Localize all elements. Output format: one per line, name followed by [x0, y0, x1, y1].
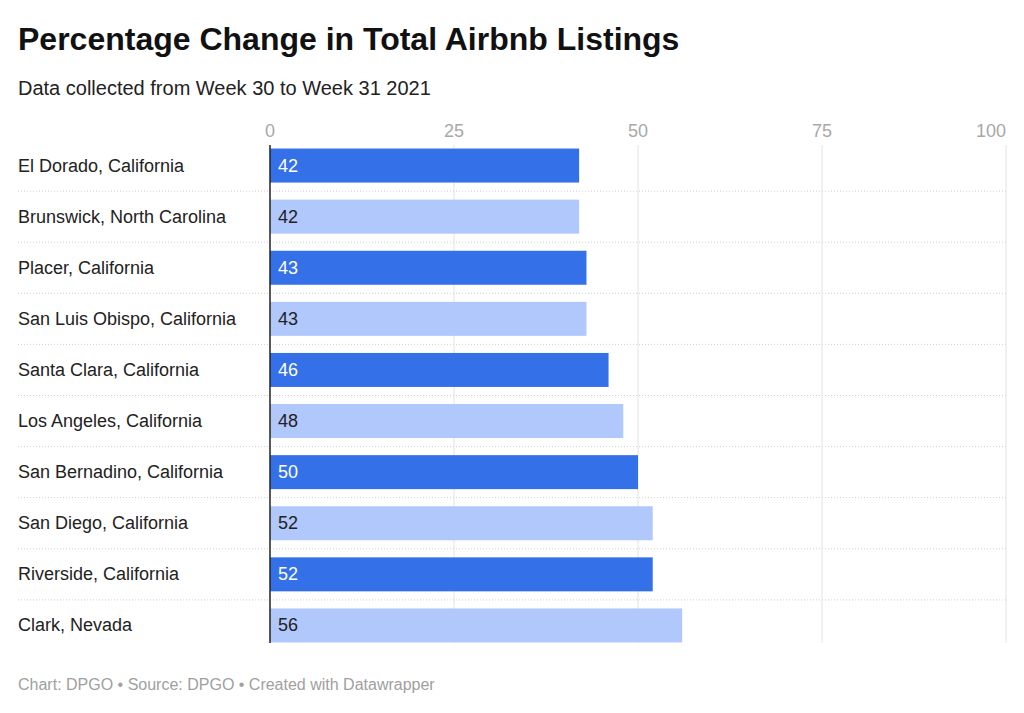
bar [270, 302, 586, 336]
bars [270, 149, 682, 643]
title: Percentage Change in Total Airbnb Listin… [18, 21, 679, 57]
bar [270, 608, 682, 642]
category-label: San Diego, California [18, 513, 189, 533]
data-label: 46 [278, 360, 298, 380]
data-label: 42 [278, 207, 298, 227]
category-label: El Dorado, California [18, 156, 185, 176]
category-label: San Luis Obispo, California [18, 309, 237, 329]
row-separator [18, 446, 1006, 447]
data-label: 50 [278, 462, 298, 482]
data-label: 43 [278, 258, 298, 278]
bar [270, 455, 638, 489]
data-label: 56 [278, 615, 298, 635]
category-label: San Bernadino, California [18, 462, 224, 482]
tick-label: 75 [812, 121, 832, 141]
row-separator [18, 548, 1006, 549]
bar [270, 404, 623, 438]
category-label: Clark, Nevada [18, 615, 133, 635]
row-separator [18, 293, 1006, 294]
axis-line [269, 145, 271, 643]
data-label: 52 [278, 564, 298, 584]
labels: El Dorado, California 42 Brunswick, North … [18, 156, 298, 636]
row-separator [18, 191, 1006, 192]
bar [270, 200, 579, 234]
bar [270, 506, 653, 540]
bar [270, 353, 609, 387]
data-label: 43 [278, 309, 298, 329]
data-label: 48 [278, 411, 298, 431]
row-separator [18, 242, 1006, 243]
row-separator [18, 599, 1006, 600]
category-label: Brunswick, North Carolina [18, 207, 227, 227]
footer-note: Chart: DPGO • Source: DPGO • Created wit… [18, 676, 435, 693]
tick-label: 25 [444, 121, 464, 141]
bar [270, 557, 653, 591]
grid-line [1006, 145, 1007, 643]
row-separator [18, 344, 1006, 345]
bar [270, 149, 579, 183]
tick-label: 100 [976, 121, 1006, 141]
category-label: Placer, California [18, 258, 155, 278]
tick-label: 0 [265, 121, 275, 141]
data-label: 42 [278, 156, 298, 176]
data-label: 52 [278, 513, 298, 533]
tick-label: 50 [628, 121, 648, 141]
grid-line [822, 145, 823, 643]
subtitle: Data collected from Week 30 to Week 31 2… [18, 77, 431, 99]
category-label: Santa Clara, California [18, 360, 200, 380]
chart-svg: Percentage Change in Total Airbnb Listin… [0, 0, 1024, 713]
row-separator [18, 395, 1006, 396]
category-label: Riverside, California [18, 564, 180, 584]
bar [270, 251, 586, 285]
chart-root: Percentage Change in Total Airbnb Listin… [0, 0, 1024, 713]
category-label: Los Angeles, California [18, 411, 203, 431]
row-separator [18, 497, 1006, 498]
